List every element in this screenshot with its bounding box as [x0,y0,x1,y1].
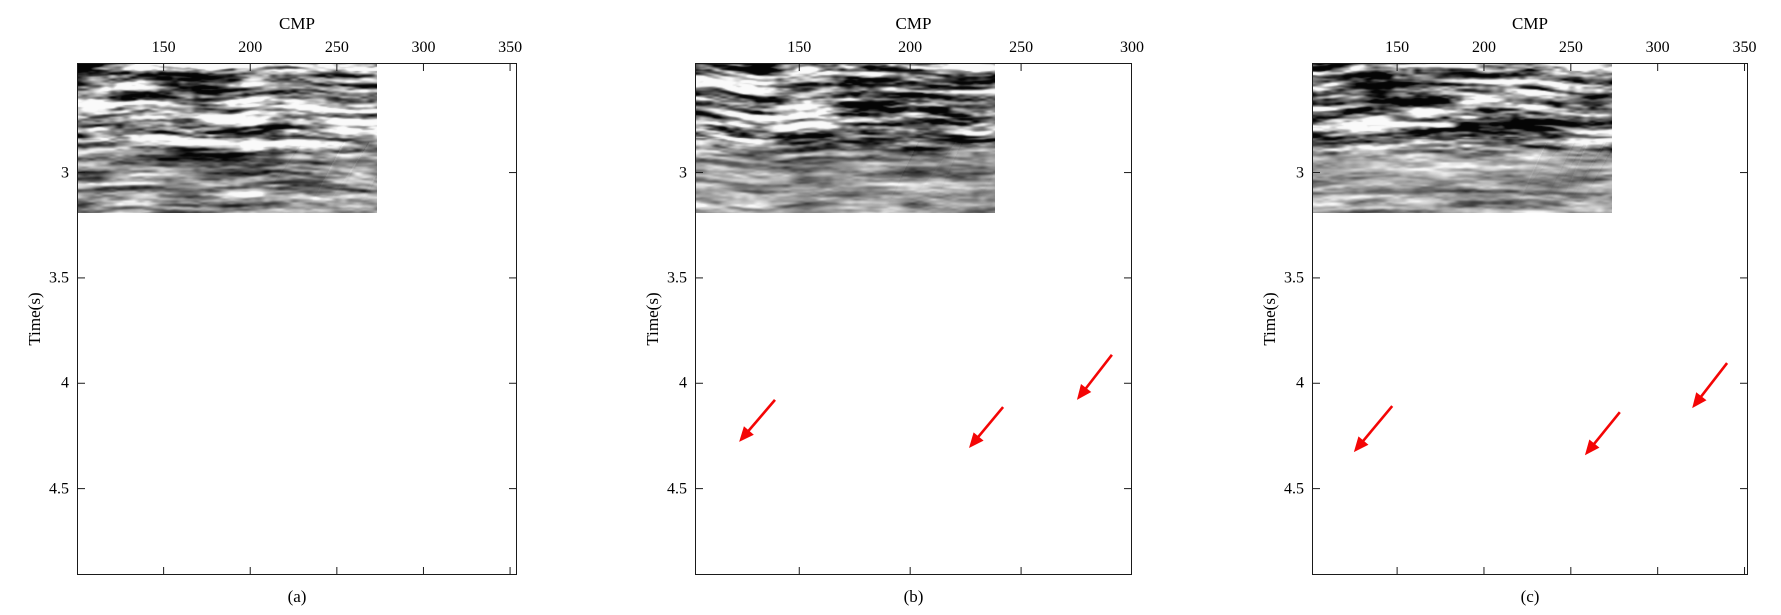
x-axis-title: CMP [279,14,315,33]
y-tick-label: 4 [1296,374,1304,392]
y-tick-label: 3 [679,164,687,182]
seismic-image [77,63,377,213]
x-tick-label: 150 [1385,39,1410,56]
x-axis-title: CMP [895,14,932,33]
plot-overlay [695,63,1132,575]
y-tick-label: 3.5 [49,269,69,287]
panel-caption: (c) [1520,587,1540,606]
annotation-arrow [1584,411,1621,456]
y-tick-label: 3.5 [1284,269,1304,287]
y-tick-label: 3 [1296,164,1304,182]
y-tick-label: 4.5 [49,480,69,498]
y-tick-label: 3 [61,164,69,182]
annotation-arrow [1353,405,1394,453]
y-axis-title: Time(s) [25,292,44,346]
plot-area [1312,63,1748,575]
x-tick-label: 300 [411,39,436,56]
seismic-image [695,63,995,213]
annotation-arrow [1692,362,1729,409]
x-tick-label: 350 [498,39,523,56]
x-tick-label: 300 [1120,39,1144,56]
annotation-arrow [739,399,776,442]
seismic-image [1312,63,1612,213]
plot-border [77,63,517,575]
plot-overlay [77,63,517,575]
annotation-arrow [1076,354,1113,400]
x-tick-label: 250 [324,39,349,56]
panel-caption: (b) [903,587,924,606]
y-tick-label: 4.5 [667,480,687,498]
y-axis-title: Time(s) [643,292,662,346]
x-tick-label: 250 [1009,39,1034,56]
plot-area [695,63,1132,575]
plot-border [695,63,1132,575]
x-axis-title: CMP [1512,14,1548,33]
y-tick-label: 4.5 [1284,480,1304,498]
x-tick-label: 350 [1732,39,1757,56]
y-axis-title: Time(s) [1260,292,1279,346]
x-tick-label: 200 [898,39,923,56]
plot-area [77,63,517,575]
x-tick-label: 150 [151,39,176,56]
y-tick-label: 4 [679,374,687,392]
x-tick-label: 200 [1471,39,1496,56]
x-tick-label: 200 [238,39,263,56]
x-tick-label: 250 [1558,39,1583,56]
plot-border [1312,63,1748,575]
panel-caption: (a) [287,587,307,606]
annotation-arrow [968,406,1005,449]
y-tick-label: 3.5 [667,269,687,287]
y-tick-label: 4 [61,374,69,392]
x-tick-label: 150 [787,39,812,56]
plot-overlay [1312,63,1748,575]
x-tick-label: 300 [1645,39,1670,56]
